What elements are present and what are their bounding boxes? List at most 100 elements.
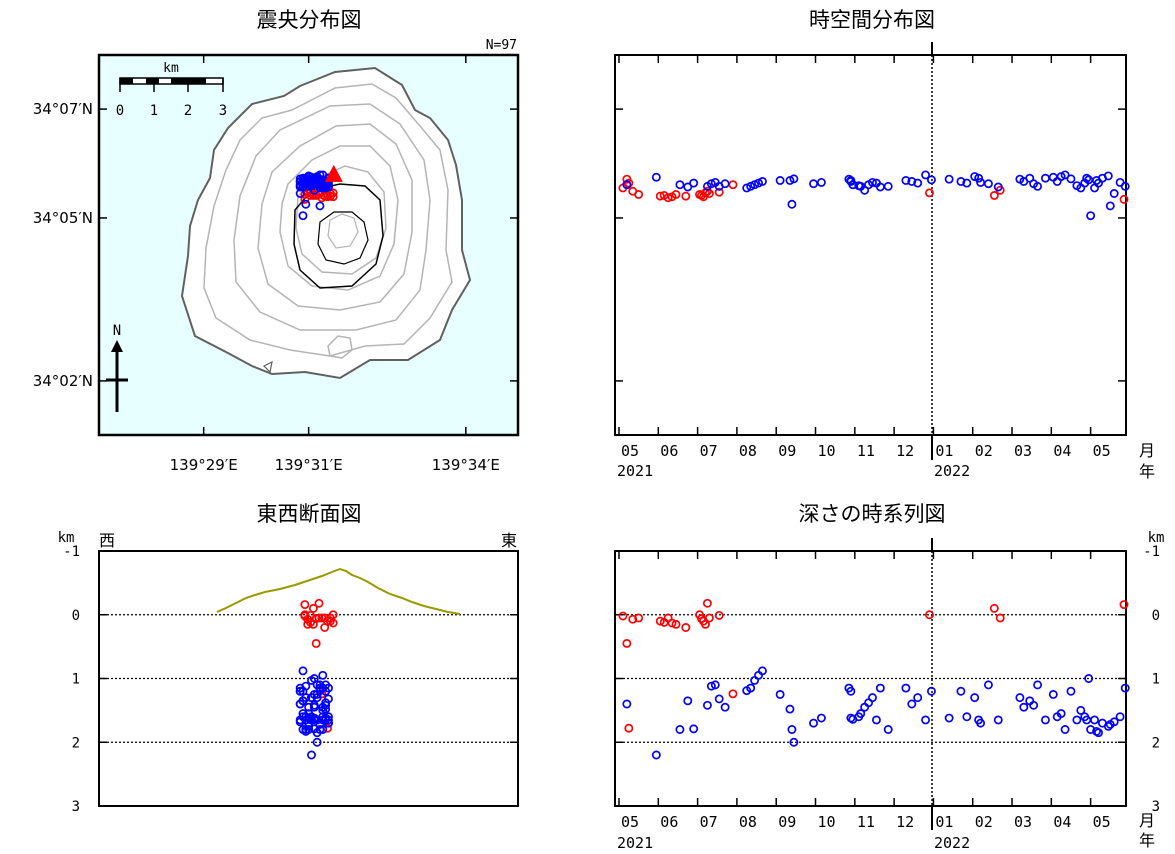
deep-depthtime-point	[683, 696, 693, 706]
deep-depthtime-point	[1029, 700, 1039, 710]
deep-section-point	[315, 719, 325, 729]
deep-spacetime-point	[787, 199, 797, 209]
shallow-depthtime-point	[681, 623, 691, 632]
scale-unit: km	[163, 61, 179, 76]
shallow-spacetime-point	[714, 187, 724, 197]
deep-depthtime-point	[775, 689, 785, 699]
shallow-map-point	[328, 188, 338, 198]
deep-spacetime-point	[1082, 173, 1092, 183]
shallow-section-point	[300, 600, 310, 610]
deep-depthtime-point	[962, 712, 972, 722]
deep-depthtime-point	[846, 686, 856, 696]
deep-depthtime-point	[1084, 674, 1094, 683]
shallow-depthtime-point	[701, 619, 710, 629]
deep-map-point	[295, 189, 305, 198]
scale-tick-2: 2	[184, 103, 192, 119]
deep-section-point	[318, 670, 328, 680]
scale-tick-0: 0	[116, 103, 124, 119]
month-tick-label: 05	[1093, 813, 1111, 831]
deep-depthtime-point	[1056, 709, 1066, 719]
spacetime-panel: 時空間分布図 05 06 07 08 09 10 11 12 01 02 03 04 05 2021 2…	[614, 8, 1155, 481]
shallow-depthtime-point	[989, 603, 999, 613]
shallow-section-point	[308, 603, 318, 613]
month-tick-label: 10	[818, 813, 836, 831]
deep-depthtime-point	[883, 725, 893, 734]
deep-depthtime-point	[970, 693, 980, 703]
deep-depthtime-point	[921, 715, 931, 725]
shallow-depthtime-point	[667, 618, 677, 628]
deep-depthtime-point	[1090, 715, 1100, 725]
shallow-depthtime-point	[728, 689, 738, 699]
deep-spacetime-point	[689, 178, 699, 188]
shallow-depthtime-point	[634, 613, 644, 623]
deep-depthtime-point	[714, 694, 724, 704]
deep-depthtime-point	[846, 713, 856, 723]
scale-tick-1: 1	[150, 103, 158, 119]
deep-map-point	[315, 201, 325, 211]
shallow-depthtime-point	[671, 619, 681, 629]
month-tick-label: 07	[700, 813, 718, 831]
deep-spacetime-point	[907, 176, 917, 186]
deep-spacetime-point	[809, 179, 818, 189]
depth-tick-label: 1	[1152, 672, 1160, 688]
deep-spacetime-point	[675, 180, 685, 190]
deep-depthtime-point	[956, 686, 966, 696]
shallow-depthtime-point	[714, 610, 724, 620]
deep-depthtime-point	[856, 709, 866, 719]
deep-depthtime-point	[1120, 683, 1130, 693]
deep-spacetime-point	[758, 176, 767, 186]
deep-depthtime-point	[758, 666, 767, 676]
spacetime-ticks: 05 06 07 08 09 10 11 12 01 02 03 04 05	[615, 55, 1126, 460]
deep-depthtime-point	[816, 713, 826, 723]
deep-depthtime-point	[983, 680, 993, 690]
deep-depthtime-point	[710, 680, 720, 690]
deep-section-point	[312, 693, 322, 703]
section-gridlines: -1 0 1 2 3	[63, 544, 518, 815]
deep-map-point	[298, 211, 308, 221]
crater-triangle-shape	[324, 164, 343, 182]
deep-depthtime-point	[675, 725, 685, 734]
month-tick-label: 04	[1053, 813, 1071, 831]
shallow-depthtime-point	[925, 610, 934, 620]
deep-spacetime-point	[944, 174, 954, 184]
deep-spacetime-point	[848, 180, 858, 190]
deep-depthtime-point	[871, 715, 881, 725]
deep-spacetime-point	[974, 173, 984, 183]
month-tick-label: 11	[857, 442, 875, 460]
depth-tick-label: 3	[1152, 799, 1160, 815]
deep-section-point	[309, 715, 319, 725]
deep-spacetime-point	[720, 179, 730, 189]
deep-spacetime-point	[846, 176, 856, 185]
month-tick-label: 02	[975, 813, 993, 831]
shallow-spacetime-point	[671, 190, 681, 199]
lon-tick-label: 139°34′E	[432, 456, 500, 474]
north-label: N	[113, 323, 121, 339]
month-tick-label: 03	[1014, 813, 1032, 831]
depth-tick-label: -1	[63, 544, 80, 560]
section-east-label: 東	[501, 531, 517, 550]
deep-spacetime-point	[927, 175, 936, 185]
depth-tick-label: 0	[72, 608, 80, 624]
shallow-section-point	[320, 613, 330, 623]
deep-spacetime-point	[956, 176, 966, 186]
depthtime-points	[618, 598, 1130, 760]
month-tick-label: 05	[1093, 442, 1111, 460]
map-ticks: 34°07′N 34°05′N 34°02′N 139°29′E 139°31′E 139…	[33, 55, 518, 474]
deep-section-point	[295, 717, 305, 727]
month-tick-label: 04	[1053, 442, 1071, 460]
deep-depthtime-point	[1086, 725, 1096, 734]
month-tick-label: 08	[739, 813, 757, 831]
deep-spacetime-point	[622, 180, 632, 190]
deep-depthtime-point	[785, 704, 795, 714]
month-tick-label: 09	[778, 442, 796, 460]
deep-section-point	[318, 683, 328, 693]
deep-section-point	[309, 700, 319, 710]
deep-spacetime-point	[962, 178, 972, 188]
section-hypocenters	[295, 598, 338, 760]
north-arrow: N	[106, 323, 128, 412]
month-tick-label: 10	[818, 442, 836, 460]
deep-spacetime-point	[868, 177, 877, 187]
deep-depthtime-point	[622, 699, 632, 709]
deep-section-point	[307, 750, 316, 760]
deep-depthtime-point	[1072, 715, 1082, 725]
